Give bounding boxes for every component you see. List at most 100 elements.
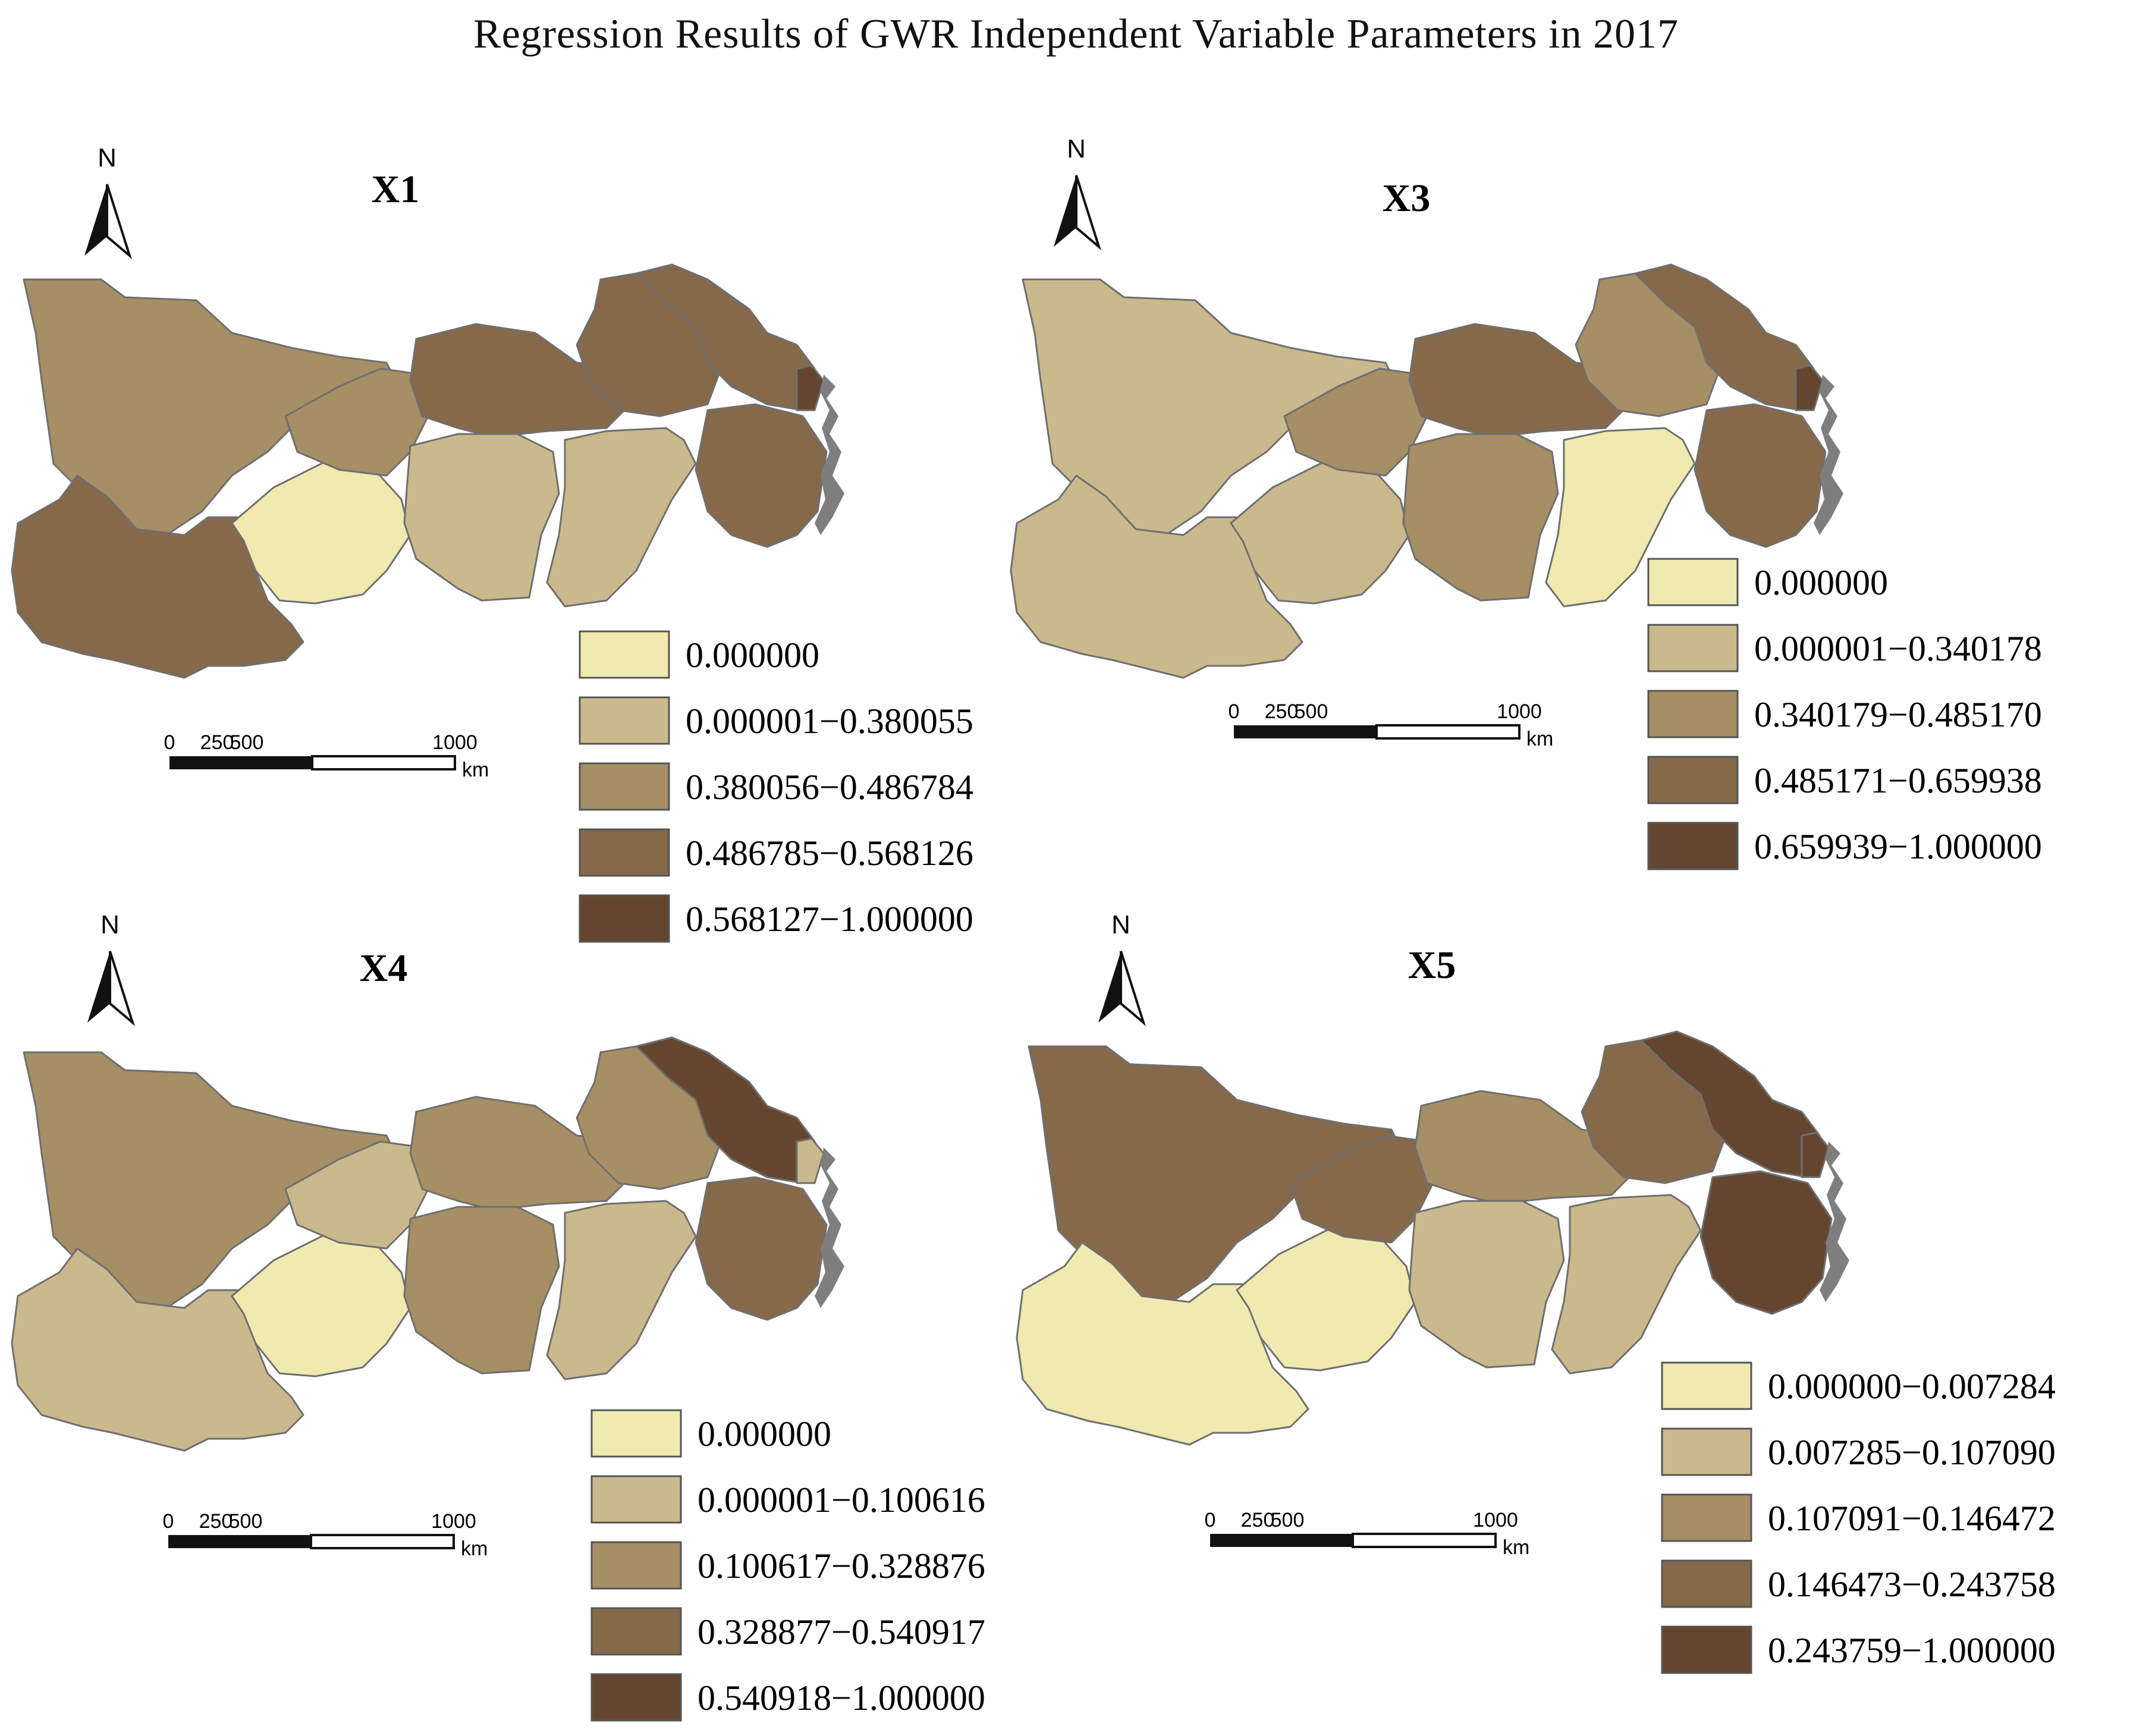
legend-label: 0.243759−1.000000: [1768, 1631, 2056, 1670]
legend-label: 0.486785−0.568126: [686, 834, 973, 873]
legend-label: 0.000001−0.100616: [698, 1480, 985, 1520]
legend-label: 0.000001−0.380055: [686, 702, 973, 741]
legend-label: 0.340179−0.485170: [1754, 695, 2042, 734]
legend: 0.000000 0.000001−0.340178 0.340179−0.4851…: [1647, 558, 2042, 870]
map-region: [1699, 1170, 1833, 1315]
legend-swatch: [579, 894, 670, 943]
map-region: [1016, 1241, 1309, 1446]
panel-title: X4: [360, 946, 408, 990]
scale-unit: km: [462, 759, 489, 781]
legend-label: 0.659939−1.000000: [1754, 827, 2042, 866]
legend-label: 0.485171−0.659938: [1754, 761, 2042, 800]
legend-swatch: [579, 828, 670, 877]
legend-label: 0.000001−0.340178: [1754, 629, 2042, 668]
legend-swatch: [590, 1607, 682, 1656]
map-region: [695, 403, 828, 548]
north-label: N: [1111, 910, 1130, 939]
map-region: [409, 1096, 637, 1211]
scale-tick-label: 1000: [432, 731, 477, 754]
map-region: [546, 427, 697, 608]
legend-label: 0.146473−0.243758: [1768, 1565, 2056, 1604]
legend-label: 0.540918−1.000000: [698, 1678, 985, 1718]
legend-swatch: [1661, 1559, 1752, 1608]
north-label: N: [98, 143, 117, 172]
scale-tick-label: 1000: [1473, 1509, 1518, 1531]
scale-unit: km: [461, 1537, 488, 1560]
choropleth-map: [11, 263, 844, 679]
map-region: [1283, 367, 1434, 477]
legend-swatch: [579, 762, 670, 811]
map-region: [1545, 427, 1696, 608]
map-region: [1414, 1090, 1642, 1205]
legend-swatch: [579, 630, 670, 679]
legend-swatch: [1661, 1493, 1752, 1542]
scale-tick-label: 250: [199, 1510, 233, 1533]
legend-swatch: [590, 1409, 682, 1458]
legend-label: 0.107091−0.146472: [1768, 1499, 2056, 1538]
legend-swatch: [590, 1475, 682, 1524]
north-arrow-icon: N: [1054, 134, 1101, 250]
scale-tick-label: 250: [1265, 700, 1299, 723]
map-region: [546, 1200, 697, 1380]
map-region: [695, 1176, 828, 1321]
legend-label: 0.380056−0.486784: [686, 768, 973, 807]
legend: 0.000000−0.007284 0.007285−0.107090 0.1070…: [1661, 1361, 2056, 1674]
map-region: [1551, 1194, 1702, 1375]
legend: 0.000000 0.000001−0.380055 0.380056−0.4867…: [579, 630, 973, 943]
legend-label: 0.007285−0.107090: [1768, 1433, 2056, 1472]
legend-label: 0.100617−0.328876: [698, 1546, 985, 1586]
legend-swatch: [1647, 624, 1739, 672]
map-region: [1289, 1134, 1440, 1244]
coastline-islands: [815, 1147, 844, 1308]
map-region: [284, 1140, 435, 1250]
map-region: [1010, 474, 1303, 679]
choropleth-map: [1016, 1030, 1849, 1446]
map-region: [11, 474, 304, 679]
map-region: [796, 1137, 825, 1184]
map-region: [796, 364, 825, 411]
map-region: [1801, 1131, 1830, 1178]
north-arrow-icon: N: [84, 143, 132, 259]
legend-swatch: [579, 696, 670, 745]
scale-tick-label: 250: [1241, 1509, 1275, 1531]
map-region: [1795, 364, 1824, 411]
panel-title: X3: [1383, 177, 1431, 220]
map-region: [409, 323, 637, 438]
map-region: [11, 1247, 304, 1452]
legend-label: 0.000000: [698, 1414, 831, 1454]
legend-swatch: [1647, 558, 1739, 606]
coastline-islands: [1814, 375, 1843, 535]
legend-swatch: [1647, 822, 1739, 870]
legend-label: 0.000000: [686, 636, 819, 675]
legend-swatch: [1661, 1625, 1752, 1674]
scale-tick-label: 500: [1271, 1509, 1305, 1531]
map-region: [284, 367, 435, 477]
figure-title: Regression Results of GWR Independent Va…: [473, 11, 1679, 57]
choropleth-map: [1010, 263, 1843, 679]
legend-swatch: [590, 1673, 682, 1722]
legend-swatch: [1661, 1427, 1752, 1476]
scale-tick-label: 500: [230, 731, 264, 754]
legend-swatch: [590, 1541, 682, 1590]
scale-tick-label: 0: [163, 1510, 174, 1533]
north-arrow-icon: N: [87, 910, 135, 1026]
coastline-islands: [1820, 1141, 1849, 1302]
scale-unit: km: [1526, 728, 1553, 750]
north-arrow-icon: N: [1098, 910, 1146, 1026]
legend-label: 0.328877−0.540917: [698, 1612, 985, 1652]
choropleth-map: [11, 1036, 844, 1452]
scale-tick-label: 0: [164, 731, 175, 754]
scale-tick-label: 0: [1229, 700, 1240, 723]
legend-swatch: [1647, 690, 1739, 738]
scale-tick-label: 1000: [1497, 700, 1542, 723]
legend-label: 0.000000: [1754, 563, 1888, 602]
scale-tick-label: 500: [229, 1510, 263, 1533]
map-region: [1408, 1200, 1565, 1369]
